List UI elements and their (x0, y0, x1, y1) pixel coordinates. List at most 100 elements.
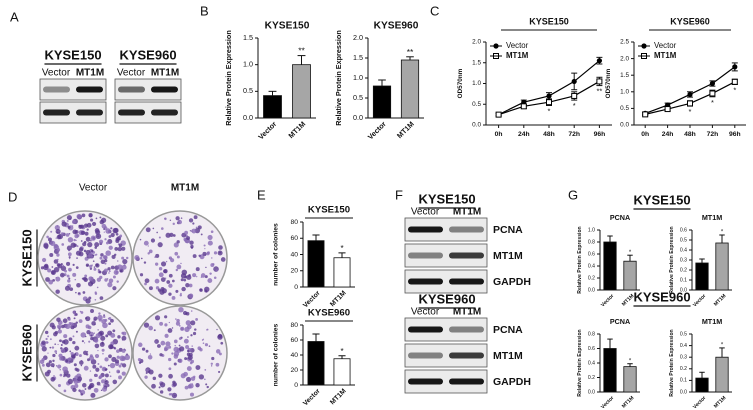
colony (203, 244, 206, 247)
colony (165, 341, 171, 347)
colony (192, 222, 195, 225)
colony (165, 260, 168, 263)
colony (93, 338, 99, 343)
marker (732, 64, 738, 70)
colony (67, 378, 73, 385)
band (408, 252, 443, 259)
colony (41, 363, 45, 367)
colony (100, 332, 103, 335)
colony (45, 337, 48, 341)
colony (213, 266, 219, 272)
colony (134, 255, 140, 261)
colony (74, 229, 79, 234)
colony (186, 274, 192, 280)
y-tick-label: 0.5 (680, 331, 687, 337)
colony (59, 373, 63, 377)
blot-title: KYSE960 (119, 47, 176, 62)
y-tick-label: 20 (290, 367, 298, 374)
band (408, 326, 443, 333)
colony (70, 242, 76, 248)
y-tick-label: 1.0 (243, 60, 253, 69)
error-bar (607, 338, 613, 349)
y-tick-label: 0.2 (680, 267, 687, 273)
colony (114, 247, 119, 251)
colony (95, 233, 102, 240)
x-tick-label: 96h (594, 131, 606, 138)
colony (65, 359, 69, 363)
bar (307, 341, 325, 386)
blot-title: KYSE150 (44, 47, 101, 62)
colony (152, 376, 157, 381)
error-bar (268, 90, 277, 96)
colony (67, 252, 72, 257)
bar (263, 95, 282, 119)
y-tick-label: 1.0 (588, 227, 595, 233)
colony (55, 365, 58, 367)
y-tick-label: 60 (290, 235, 298, 242)
chart-title: KYSE150 (308, 205, 350, 216)
colony (78, 389, 81, 392)
colony (54, 343, 57, 346)
colony (47, 268, 52, 273)
colony (83, 365, 89, 371)
colony (173, 362, 177, 366)
colony (189, 230, 192, 232)
colony (168, 367, 172, 371)
bar (715, 242, 729, 291)
colony (89, 264, 93, 269)
colony (74, 375, 79, 380)
bar (695, 377, 709, 393)
x-tick-label: Vector (256, 119, 278, 141)
colony (154, 340, 157, 343)
colony (218, 370, 221, 374)
colony (74, 345, 80, 351)
colony (156, 231, 158, 234)
colony (159, 289, 165, 295)
colony (52, 359, 55, 363)
colony (169, 219, 172, 222)
y-tick-label: 2.5 (620, 39, 629, 46)
colony (41, 257, 47, 263)
colony (98, 270, 102, 274)
colony (65, 323, 71, 329)
colony (104, 380, 109, 385)
colony (188, 283, 193, 288)
colony (200, 233, 203, 236)
colony (95, 263, 99, 267)
colony (78, 319, 83, 323)
marker (596, 78, 603, 85)
y-tick-label: 0.8 (588, 239, 595, 245)
colony (159, 353, 163, 357)
y-tick-label: 40 (290, 352, 298, 359)
bar (623, 366, 637, 393)
colony (97, 268, 100, 272)
colony (143, 261, 147, 264)
colony (102, 352, 104, 355)
blot (404, 317, 488, 342)
colony (168, 283, 173, 288)
lane-label: Vector (42, 68, 71, 79)
colony (113, 253, 117, 257)
lane-label: Vector (411, 307, 440, 318)
colony (112, 275, 116, 279)
y-tick-label: 0.5 (243, 86, 253, 95)
colony (121, 246, 126, 251)
colony (160, 286, 165, 291)
colony (180, 273, 187, 279)
y-tick-label: 0.6 (588, 346, 595, 352)
row-label: KYSE150 (19, 229, 34, 286)
colony (139, 273, 144, 277)
colony (59, 339, 62, 343)
colony (83, 342, 86, 344)
colony (179, 346, 185, 352)
colony (94, 343, 100, 349)
colony (160, 340, 166, 346)
colony (75, 330, 78, 333)
chart-title: MT1M (702, 213, 722, 222)
colony (190, 244, 194, 249)
colony (105, 241, 109, 245)
colony (54, 225, 60, 231)
colony (100, 335, 106, 341)
y-tick-label: 1.5 (472, 59, 481, 66)
colony (110, 265, 115, 270)
